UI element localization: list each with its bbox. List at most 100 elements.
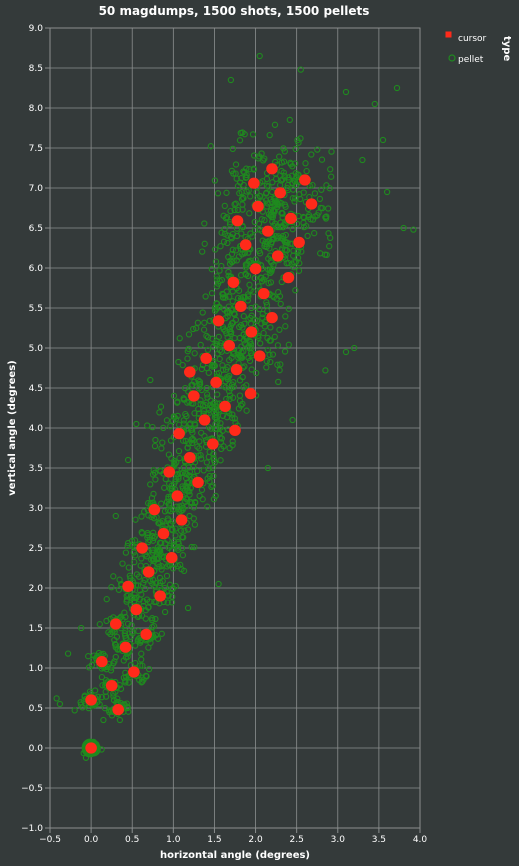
pellet-points xyxy=(53,52,417,761)
pellet-point xyxy=(285,174,292,181)
pellet-point xyxy=(142,585,149,593)
pellet-point xyxy=(209,335,216,342)
pellet-point xyxy=(319,204,326,212)
pellet-point xyxy=(209,361,216,369)
y-tick-label: 2.5 xyxy=(29,544,43,554)
pellet-point xyxy=(122,677,129,684)
pellet-point xyxy=(121,609,128,616)
pellet-point xyxy=(179,552,187,559)
pellet-point xyxy=(71,707,78,714)
pellet-point xyxy=(318,156,326,163)
pellet-point xyxy=(274,223,281,231)
pellet-point xyxy=(53,695,60,702)
cursor-point xyxy=(96,655,108,668)
pellet-point xyxy=(164,599,171,606)
pellet-point xyxy=(236,392,244,399)
pellet-point xyxy=(210,450,217,458)
pellet-point xyxy=(85,664,93,671)
pellet-point xyxy=(164,563,171,570)
pellet-point xyxy=(208,266,215,273)
pellet-point xyxy=(114,695,121,702)
pellet-point xyxy=(239,129,246,136)
y-tick-label: 0.5 xyxy=(29,704,43,714)
pellet-point xyxy=(182,495,190,502)
pellet-point xyxy=(132,552,139,559)
pellet-point xyxy=(222,384,229,391)
pellet-point xyxy=(149,615,156,622)
pellet-point xyxy=(112,653,119,661)
cursor-point xyxy=(157,527,170,540)
pellet-point xyxy=(138,650,145,657)
pellet-point xyxy=(314,146,321,153)
pellet-point xyxy=(238,189,245,196)
pellet-point xyxy=(182,384,189,392)
y-tick-label: 6.5 xyxy=(29,224,43,234)
pellet-point xyxy=(298,248,305,255)
pellet-point xyxy=(240,313,247,320)
pellet-point xyxy=(371,100,378,108)
cursor-point xyxy=(231,215,244,227)
pellet-point xyxy=(144,530,151,537)
pellet-point xyxy=(128,622,135,629)
pellet-point xyxy=(239,400,246,408)
pellet-point xyxy=(326,243,333,250)
cursor-point xyxy=(165,551,178,564)
pellet-point xyxy=(212,246,219,253)
pellet-point xyxy=(316,195,324,203)
x-tick-label: 0.5 xyxy=(125,835,139,845)
cursor-point xyxy=(128,666,140,678)
pellet-point xyxy=(142,615,149,622)
pellet-point xyxy=(151,533,159,540)
pellet-point xyxy=(201,220,208,227)
pellet-point xyxy=(122,654,130,661)
pellet-point xyxy=(138,529,145,536)
pellet-point xyxy=(184,604,192,612)
cursor-point xyxy=(230,364,243,376)
pellet-point xyxy=(179,506,186,514)
x-tick-label: 3.0 xyxy=(331,835,346,845)
pellet-point xyxy=(351,344,358,352)
pellet-point xyxy=(184,348,191,355)
pellet-point xyxy=(300,223,308,231)
pellet-point xyxy=(234,206,242,214)
pellet-point xyxy=(295,267,303,274)
pellet-point xyxy=(277,361,284,368)
cursor-point xyxy=(163,466,175,478)
pellet-point xyxy=(264,334,271,342)
pellet-point xyxy=(259,237,266,244)
pellet-point xyxy=(217,243,224,250)
pellet-point xyxy=(198,429,205,436)
pellet-point xyxy=(135,627,142,635)
cursor-point xyxy=(140,628,152,641)
cursor-point xyxy=(175,514,188,526)
pellet-point xyxy=(131,537,139,544)
pellet-point xyxy=(342,348,350,356)
pellet-point xyxy=(147,577,154,585)
pellet-point xyxy=(303,167,310,175)
pellet-point xyxy=(195,410,203,417)
pellet-point xyxy=(158,539,165,547)
pellet-point xyxy=(233,232,241,240)
pellet-point xyxy=(274,361,281,368)
pellet-point xyxy=(183,485,190,492)
pellet-point xyxy=(154,544,161,551)
pellet-point xyxy=(281,238,288,245)
pellet-point xyxy=(177,527,185,534)
pellet-point xyxy=(242,271,250,278)
pellet-point xyxy=(227,257,234,264)
pellet-point xyxy=(214,190,222,197)
pellet-point xyxy=(188,436,195,443)
pellet-point xyxy=(278,167,285,175)
pellet-point xyxy=(187,484,194,492)
pellet-point xyxy=(261,155,268,162)
y-tick-label: 5.5 xyxy=(29,304,43,314)
y-tick-label: −1.0 xyxy=(21,824,43,834)
pellet-point xyxy=(232,200,239,207)
x-tick-label: −0.5 xyxy=(39,835,61,845)
pellet-point xyxy=(211,304,219,311)
pellet-point xyxy=(219,366,227,373)
pellet-point xyxy=(215,333,222,341)
pellet-point xyxy=(188,500,196,507)
pellet-point xyxy=(309,216,317,223)
y-axis-label: vertical angle (degrees) xyxy=(7,360,18,495)
